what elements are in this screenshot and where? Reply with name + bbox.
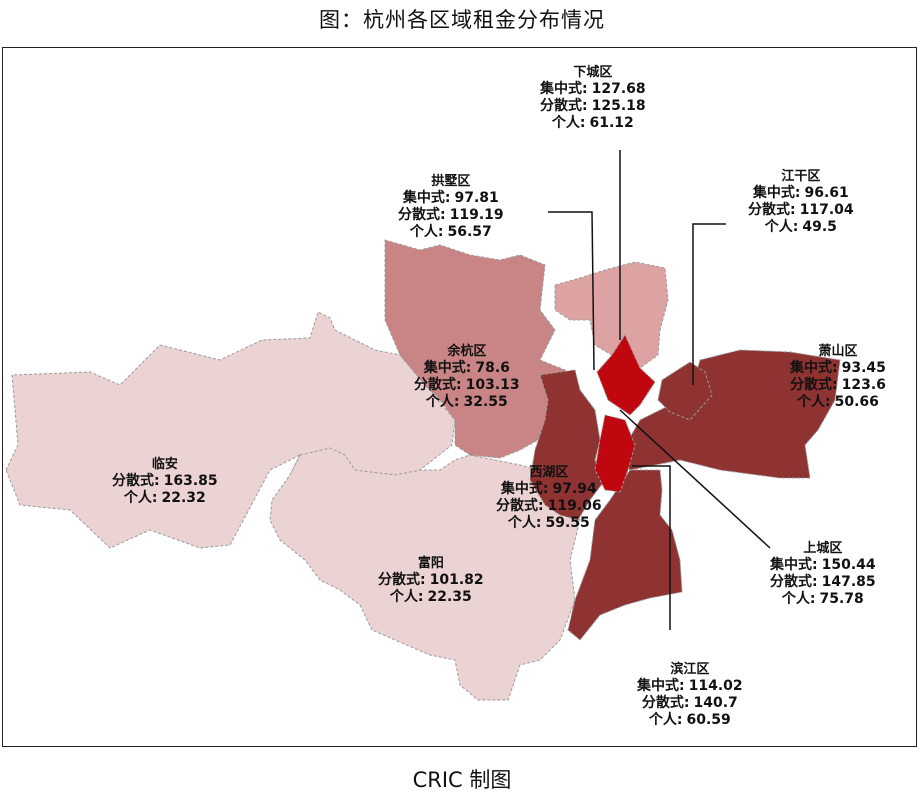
- rent-value: 127.68: [591, 81, 646, 97]
- rent-value: 97.81: [454, 190, 499, 206]
- district-name: 萧山区: [818, 344, 858, 359]
- rent-value: 119.19: [449, 207, 504, 223]
- rent-value: 123.6: [841, 377, 886, 393]
- rent-value: 61.12: [589, 115, 634, 131]
- rent-value: 97.94: [552, 481, 597, 497]
- label-linan: 临安 分散式: 163.85 个人: 22.32: [112, 457, 218, 506]
- rent-value: 125.18: [591, 98, 646, 114]
- leader-binjiang: [632, 465, 671, 630]
- label-xiacheng: 下城区 集中式: 127.68 分散式: 125.18 个人: 61.12: [540, 65, 646, 131]
- district-name: 下城区: [573, 65, 613, 80]
- region-xihu[interactable]: [529, 369, 606, 521]
- district-name: 拱墅区: [431, 174, 471, 189]
- rent-value: 93.45: [841, 360, 886, 376]
- rent-value: 75.78: [819, 591, 864, 607]
- region-xiaoshan[interactable]: [619, 349, 841, 479]
- leader-gongshu: [548, 211, 595, 371]
- rent-value: 96.61: [804, 185, 849, 201]
- label-xihu: 西湖区 集中式: 97.94 分散式: 119.06 个人: 59.55: [496, 465, 602, 531]
- label-yuhang: 余杭区 集中式: 78.6 分散式: 103.13 个人: 32.55: [414, 344, 520, 410]
- chart-title: 图：杭州各区域租金分布情况: [319, 8, 605, 32]
- rent-value: 59.55: [545, 515, 590, 531]
- label-xiaoshan: 萧山区 集中式: 93.45 分散式: 123.6 个人: 50.66: [790, 344, 886, 410]
- region-shangcheng[interactable]: [594, 414, 636, 493]
- rent-value: 119.06: [547, 498, 602, 514]
- rent-value: 49.5: [802, 219, 837, 235]
- rent-value: 140.7: [693, 695, 738, 711]
- label-shangcheng: 上城区 集中式: 150.44 分散式: 147.85 个人: 75.78: [770, 541, 876, 607]
- rent-value: 101.82: [429, 572, 484, 588]
- district-name: 余杭区: [447, 344, 487, 359]
- region-xiacheng[interactable]: [596, 333, 656, 416]
- district-name: 富阳: [417, 556, 444, 571]
- district-name: 上城区: [803, 541, 843, 556]
- rent-value: 56.57: [447, 224, 492, 240]
- leader-shangcheng: [619, 409, 771, 549]
- label-binjiang: 滨江区 集中式: 114.02 分散式: 140.7 个人: 60.59: [637, 662, 743, 728]
- district-name: 临安: [151, 457, 178, 472]
- rent-value: 117.04: [799, 202, 854, 218]
- rent-value: 22.35: [427, 589, 472, 605]
- rent-value: 60.59: [686, 712, 731, 728]
- rent-value: 32.55: [463, 394, 508, 410]
- district-name: 西湖区: [529, 465, 569, 480]
- rent-value: 22.32: [161, 490, 206, 506]
- rent-value: 163.85: [163, 473, 218, 489]
- rent-value: 50.66: [834, 394, 879, 410]
- region-gongshu-north[interactable]: [554, 261, 669, 369]
- region-fuyang[interactable]: [269, 447, 581, 701]
- rent-value: 147.85: [821, 574, 876, 590]
- rent-value: 150.44: [821, 557, 876, 573]
- rent-value: 103.13: [465, 377, 520, 393]
- district-name: 江干区: [781, 169, 821, 184]
- leader-jianggan: [692, 223, 726, 385]
- rent-value: 78.6: [475, 360, 510, 376]
- label-jianggan: 江干区 集中式: 96.61 分散式: 117.04 个人: 49.5: [748, 169, 854, 235]
- credit-text: CRIC 制图: [412, 768, 512, 792]
- rent-value: 114.02: [688, 678, 743, 694]
- label-gongshu: 拱墅区 集中式: 97.81 分散式: 119.19 个人: 56.57: [398, 174, 504, 240]
- map-frame: [2, 47, 917, 747]
- district-name: 滨江区: [670, 662, 710, 677]
- region-binjiang[interactable]: [567, 469, 683, 641]
- label-fuyang: 富阳 分散式: 101.82 个人: 22.35: [378, 556, 484, 605]
